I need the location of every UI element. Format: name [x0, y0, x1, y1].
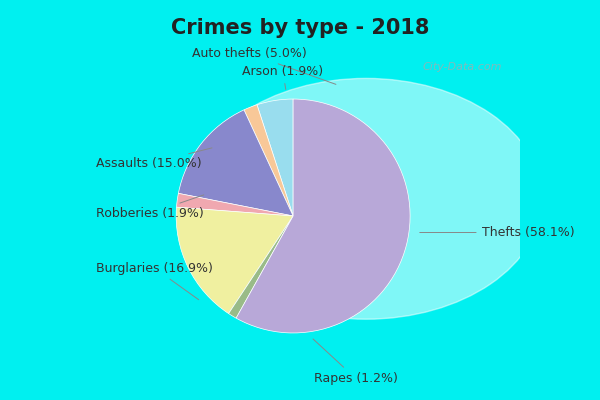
Text: Arson (1.9%): Arson (1.9%) — [242, 65, 323, 90]
Text: City-Data.com: City-Data.com — [422, 62, 502, 72]
Text: Thefts (58.1%): Thefts (58.1%) — [420, 226, 574, 239]
Text: Auto thefts (5.0%): Auto thefts (5.0%) — [192, 47, 336, 84]
Text: Burglaries (16.9%): Burglaries (16.9%) — [97, 262, 213, 300]
Wedge shape — [176, 207, 293, 314]
Wedge shape — [176, 193, 293, 216]
Text: Robberies (1.9%): Robberies (1.9%) — [97, 195, 204, 220]
Wedge shape — [236, 99, 410, 333]
Text: Assaults (15.0%): Assaults (15.0%) — [97, 148, 212, 170]
Ellipse shape — [190, 78, 542, 319]
Wedge shape — [178, 110, 293, 216]
Text: Rapes (1.2%): Rapes (1.2%) — [313, 339, 398, 385]
Wedge shape — [244, 105, 293, 216]
Wedge shape — [229, 216, 293, 318]
Text: Crimes by type - 2018: Crimes by type - 2018 — [171, 18, 429, 38]
Wedge shape — [257, 99, 293, 216]
